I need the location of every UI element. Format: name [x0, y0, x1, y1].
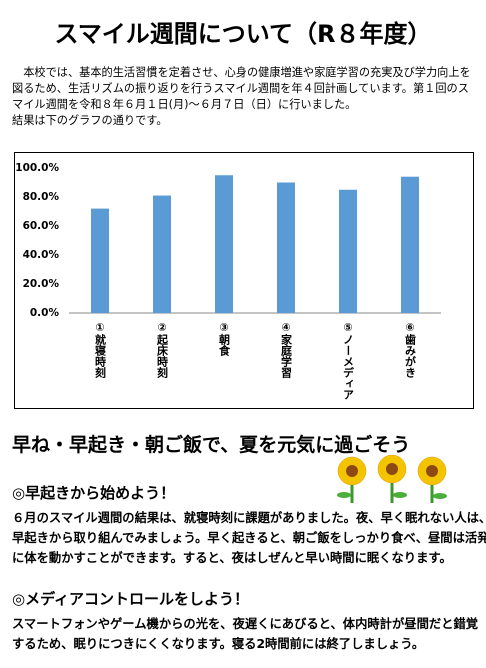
x-tick-label: ④家庭学習	[280, 321, 293, 379]
paragraph-line: ６月のスマイル週間の結果は、就寝時刻に課題がありました。夜、早く眠れない人は、	[12, 511, 486, 525]
x-tick-label: ③朝食	[218, 321, 231, 357]
y-tick-label: 0.0%	[30, 307, 60, 319]
bar	[91, 208, 109, 313]
intro-line: 本校では、基本的生活習慣を定着させ、心身の健康増進や家庭学習の充実及び学力向上を	[12, 66, 471, 79]
x-tick-label: ②起床時刻	[156, 321, 170, 379]
flowers	[337, 455, 447, 503]
bar	[401, 176, 419, 313]
y-tick-label: 80.0%	[23, 191, 60, 203]
paragraph-line: するため、眠りにつきにくくなります。寝る2時間前には終了しましょう。	[12, 637, 425, 651]
subheading: ◎メディアコントロールをしよう！	[12, 590, 250, 608]
y-tick-label: 60.0%	[23, 220, 60, 232]
bar	[153, 195, 171, 313]
bar	[339, 189, 357, 313]
y-tick-label: 100.0%	[15, 162, 59, 174]
title: スマイル週間について（R８年度）	[54, 20, 432, 48]
paragraph-line: スマートフォンやゲーム機からの光を、夜遅くにあびると、体内時計が昼間だと錯覚	[12, 617, 479, 631]
intro-line: 図るため、生活リズムの振り返りを行うスマイル週間を年４回計画しています。第１回の…	[12, 82, 469, 95]
bar	[277, 182, 295, 313]
subheading: ◎早起きから始めよう！	[12, 484, 176, 502]
intro-line: 結果は下のグラフの通りです。	[12, 114, 168, 127]
x-tick-label: ⑥歯みがき	[404, 321, 417, 379]
y-tick-label: 20.0%	[23, 278, 60, 290]
paragraph-line: に体を動かすことができます。すると、夜はしぜんと早い時間に眠くなります。	[12, 551, 452, 565]
x-tick-label: ①就寝時刻	[94, 321, 107, 379]
paragraph-line: 早起きから取り組んでみましょう。早く起きると、朝ご飯をしっかり食べ、昼間は活発	[12, 531, 486, 545]
chart-frame: 0.0% 20.0% 40.0% 60.0% 80.0% 100.0% ①就寝時刻 ②起床時刻…	[14, 152, 474, 409]
bar	[215, 175, 233, 313]
y-tick-label: 40.0%	[23, 249, 60, 261]
chart: 0.0% 20.0% 40.0% 60.0% 80.0% 100.0% ①就寝時刻 ②起床時刻…	[15, 162, 441, 400]
section-heading: 早ね・早起き・朝ご飯で、夏を元気に過ごそう	[12, 434, 411, 456]
x-tick-label: ⑤ノーメディア	[342, 321, 355, 400]
intro-line: マイル週間を令和８年６月１日(月)～６月７日（日）に行いました。	[12, 98, 357, 111]
